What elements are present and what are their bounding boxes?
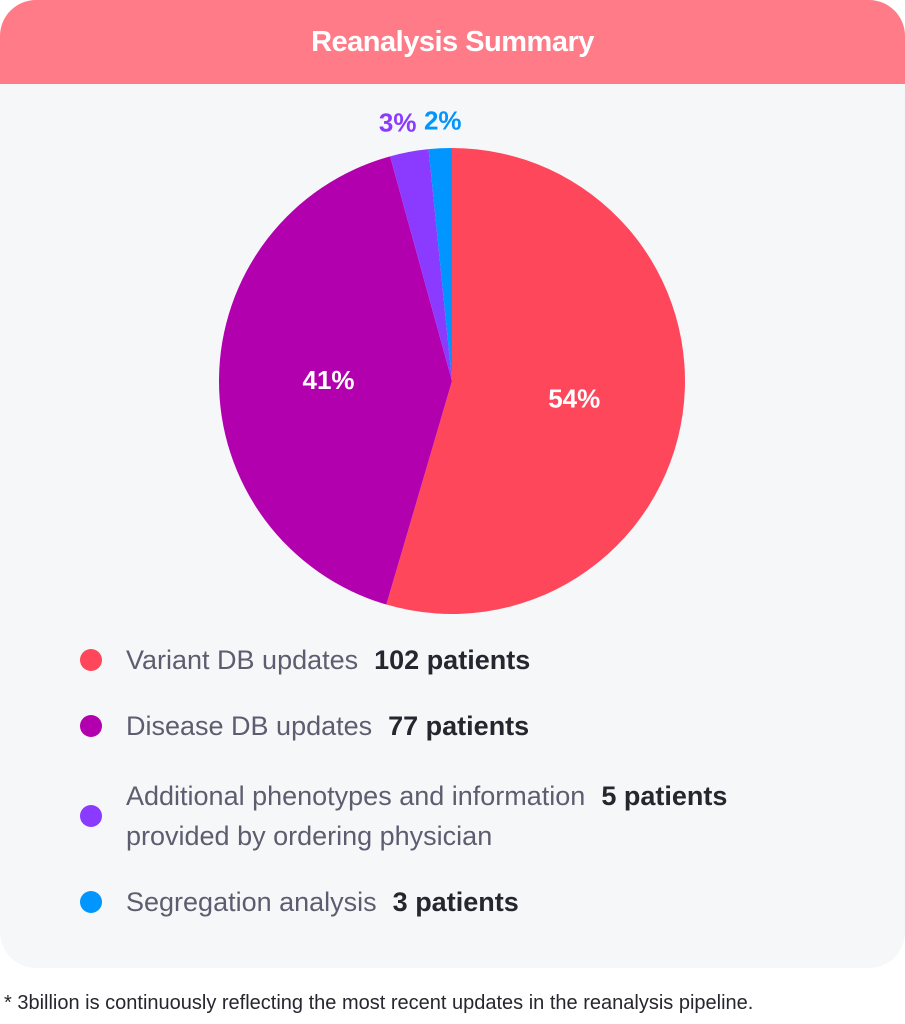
pie-slice-disease-db [219,156,452,605]
chart-title: Reanalysis Summary [311,25,594,58]
legend-dot [80,649,102,671]
pie-chart: 54% 41% 3% 2% [219,105,685,615]
pie-slice-variant-db [386,148,685,615]
legend-label-line2: provided by ordering physician [126,821,493,851]
legend-count: 102 patients [374,644,531,675]
legend-count: 77 patients [388,710,530,741]
legend-label: Segregation analysis [126,887,377,917]
legend-dot [80,805,102,827]
legend-item-segregation: Segregation analysis 3 patients [80,882,519,922]
data-label-segregation: 2% [424,105,462,135]
legend-dot [80,715,102,737]
legend-count: 5 patients [601,781,728,811]
legend-item-disease-db: Disease DB updates 77 patients [80,706,529,746]
data-label-disease-db: 41% [302,365,354,395]
legend-label: Variant DB updates [126,645,359,675]
data-label-additional-phenotypes: 3% [379,107,417,137]
data-label-variant-db: 54% [548,384,600,414]
legend-count: 3 patients [392,886,519,917]
legend-item-variant-db: Variant DB updates 102 patients [80,640,530,680]
pie-slice-additional-phenotypes [390,149,452,381]
legend-label: Additional phenotypes and information pro… [126,776,585,856]
legend-label-line1: Additional phenotypes and information [126,781,586,811]
legend-dot [80,891,102,913]
legend-item-additional-phenotypes: Additional phenotypes and information pro… [80,776,727,856]
footnote: * 3billion is continuously reflecting th… [4,992,754,1014]
pie-slice-segregation [428,148,452,381]
legend-label: Disease DB updates [126,711,373,741]
card-header: Reanalysis Summary [0,0,905,84]
summary-card: Reanalysis Summary 54% 41% 3% 2% Variant DB… [0,0,905,922]
